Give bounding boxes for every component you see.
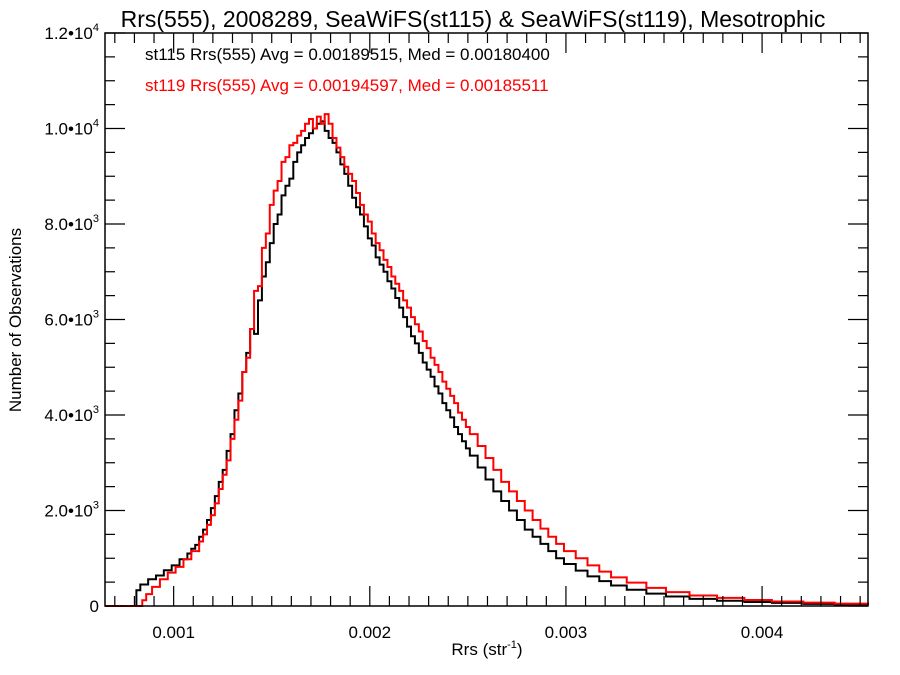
plot-frame: [104, 32, 869, 607]
x-tick-label: 0.002: [349, 623, 392, 642]
annotation-st115: st115 Rrs(555) Avg = 0.00189515, Med = 0…: [145, 45, 550, 64]
x-tick-label: 0.004: [741, 623, 784, 642]
x-axis-label-suffix: ): [517, 640, 523, 659]
annotation-st119: st119 Rrs(555) Avg = 0.00194597, Med = 0…: [145, 76, 549, 95]
x-axis-label-text: Rrs (str: [451, 640, 507, 659]
x-tick-label: 0.001: [152, 623, 195, 642]
y-tick-label: 6.0•103: [44, 309, 99, 330]
y-tick-label: 4.0•103: [44, 404, 99, 425]
x-tick-label: 0.003: [545, 623, 588, 642]
chart-title: Rrs(555), 2008289, SeaWiFS(st115) & SeaW…: [121, 6, 826, 32]
y-tick-label: 2.0•103: [44, 500, 99, 521]
y-tick-labels: 0 2.0•103 4.0•103 6.0•103 8.0•103 1.0•104 1.2•…: [44, 22, 99, 616]
series-st119-histogram: [105, 113, 869, 607]
y-tick-label: 8.0•103: [44, 213, 99, 234]
y-tick-label: 0: [90, 597, 99, 616]
series-layer: [105, 113, 869, 607]
x-axis-label: Rrs (str-1): [451, 639, 522, 659]
y-tick-label: 1.0•104: [44, 118, 99, 139]
y-tick-label: 1.2•104: [44, 22, 99, 43]
x-axis-label-superscript: -1: [507, 639, 517, 651]
series-st115-histogram: [105, 120, 869, 607]
x-tick-labels: 0.001 0.002 0.003 0.004: [152, 623, 783, 642]
axis-ticks: [105, 32, 868, 607]
y-axis-label: Number of Observations: [6, 228, 25, 412]
